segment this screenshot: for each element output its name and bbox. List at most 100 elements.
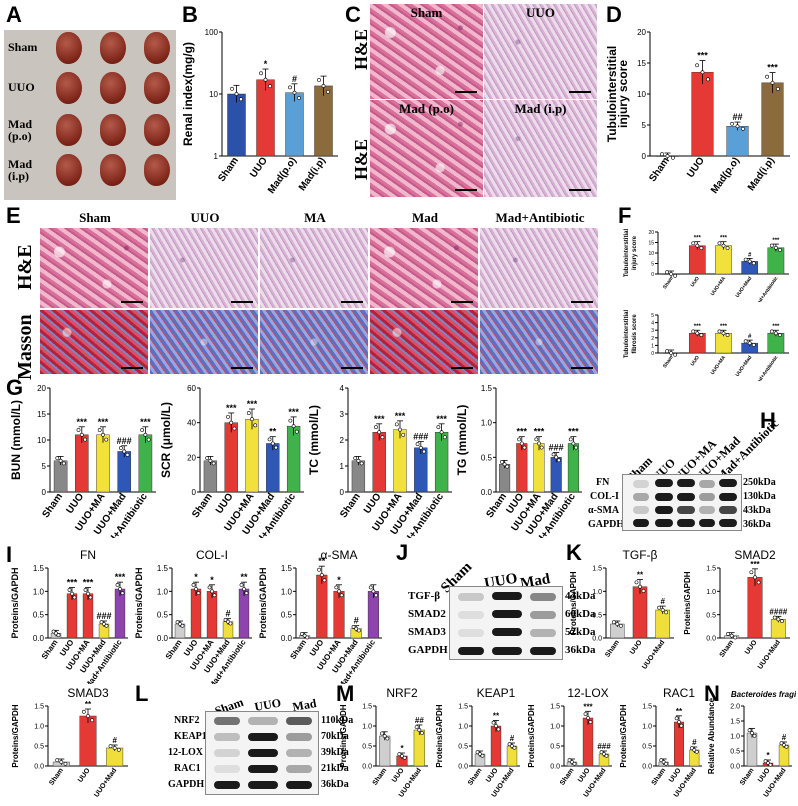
data-point <box>556 458 561 463</box>
data-point <box>175 620 180 625</box>
y-tick-label: 15 <box>648 241 654 247</box>
data-point <box>83 437 87 442</box>
panel-label-g: G <box>6 375 24 400</box>
y-tick-label: 0.0 <box>458 764 468 771</box>
data-point <box>554 455 559 460</box>
image-title: Mad (i.p) <box>514 101 567 116</box>
significance-label: *** <box>772 238 780 244</box>
bar <box>674 721 684 767</box>
data-point <box>567 758 572 763</box>
blot-row-label: SMAD2 <box>408 608 446 620</box>
category-label: UUO <box>248 155 270 180</box>
significance-label: ### <box>549 442 564 452</box>
chart-title: 12-LOX <box>567 686 608 700</box>
y-tick-label: 0.0 <box>481 488 493 497</box>
data-point <box>695 243 700 248</box>
y-tick-label: 0.0 <box>157 634 169 643</box>
data-point <box>191 582 196 587</box>
significance-label: ### <box>597 742 611 751</box>
data-point <box>725 333 730 337</box>
y-tick-label: 1.0 <box>730 734 740 741</box>
bar <box>490 725 502 767</box>
data-point <box>205 456 210 461</box>
data-point <box>439 430 444 435</box>
bar <box>256 79 275 157</box>
bar <box>582 717 594 767</box>
data-point <box>725 246 730 250</box>
data-point <box>673 273 678 278</box>
bar <box>393 429 407 493</box>
y-tick-label: 10 <box>637 90 646 99</box>
significance-label: # <box>748 334 752 340</box>
chart-m2: KEAP1 0.0 0.5 1.0 1.5 Proteins/GAPDH Sham ** UUO… <box>435 686 520 799</box>
bar <box>655 609 670 639</box>
bar <box>316 574 328 639</box>
category-label: Mad+Antibiotic <box>754 276 780 302</box>
y-tick-label: 1.5 <box>281 564 293 573</box>
data-point <box>322 578 327 583</box>
chart-title: KEAP1 <box>477 686 516 700</box>
blot-row-label: GAPDH <box>168 779 205 790</box>
masson-image <box>370 310 478 374</box>
y-tick-label: 15 <box>637 59 646 68</box>
data-point <box>70 591 74 596</box>
data-point <box>234 92 239 96</box>
y-tick-label: 5 <box>651 313 654 319</box>
chart-n: Bacteroides fragilis 0.0 0.5 1.0 1.5 2.0 Relat… <box>707 690 796 799</box>
y-tick-label: 2.0 <box>730 704 740 711</box>
y-axis-label: Proteins/GAPDH <box>619 704 628 767</box>
data-point <box>83 588 88 592</box>
data-point <box>300 631 304 636</box>
chart-i3: α-SMA0.00.51.01.5Proteins/GAPDHSham**UUO… <box>258 548 382 684</box>
panel-label-j: J <box>396 540 409 565</box>
chart-m1: NRF2 0.0 0.5 1.0 1.5 Proteins/GAPDH Sham * UUO ##… <box>339 686 428 799</box>
data-point <box>478 752 482 756</box>
y-tick-label: 1.5 <box>481 384 493 393</box>
data-point <box>586 716 590 720</box>
data-point <box>178 622 182 626</box>
data-point <box>292 90 297 95</box>
significance-label: *** <box>720 236 728 242</box>
data-point <box>669 351 674 355</box>
data-point <box>505 464 510 469</box>
y-axis-label: Proteins/GAPDH <box>10 567 20 638</box>
data-point <box>230 86 234 91</box>
category-label: UUO <box>485 767 500 784</box>
data-point <box>63 761 68 766</box>
data-point <box>402 755 407 760</box>
data-point <box>288 418 293 423</box>
y-axis-label: Proteins/GAPDH <box>258 567 268 638</box>
blot-h <box>622 474 742 531</box>
data-point <box>228 621 233 626</box>
data-point <box>146 437 151 442</box>
data-point <box>717 241 722 246</box>
y-tick-label: 1.0 <box>706 589 716 596</box>
data-point <box>116 747 121 752</box>
chart-g4: 0.00.51.01.5TG (mmol/L)Sham***UUO***UUO+… <box>456 384 582 538</box>
data-point <box>717 329 722 334</box>
data-point <box>101 432 105 437</box>
bar <box>285 92 304 157</box>
y-axis-label: Proteins/GAPDH <box>569 571 578 634</box>
data-point <box>291 424 296 429</box>
data-point <box>125 452 130 457</box>
category-label: Sham <box>647 155 672 184</box>
chart-title: COL-I <box>196 548 228 562</box>
significance-label: *** <box>694 324 702 330</box>
data-point <box>321 84 326 88</box>
panel-label-e: E <box>6 203 21 228</box>
data-point <box>551 452 556 457</box>
bar <box>224 422 238 493</box>
y-tick-label: 0.5 <box>592 612 602 619</box>
data-point <box>415 442 420 446</box>
he-image <box>260 228 368 308</box>
y-tick-label: 2 <box>651 336 654 342</box>
data-point <box>674 716 679 721</box>
bar <box>691 72 714 157</box>
data-point <box>618 623 623 628</box>
category-label: Sham <box>739 767 756 787</box>
data-point <box>397 752 402 757</box>
data-point <box>778 248 782 252</box>
y-tick-label: 0 <box>651 351 654 357</box>
